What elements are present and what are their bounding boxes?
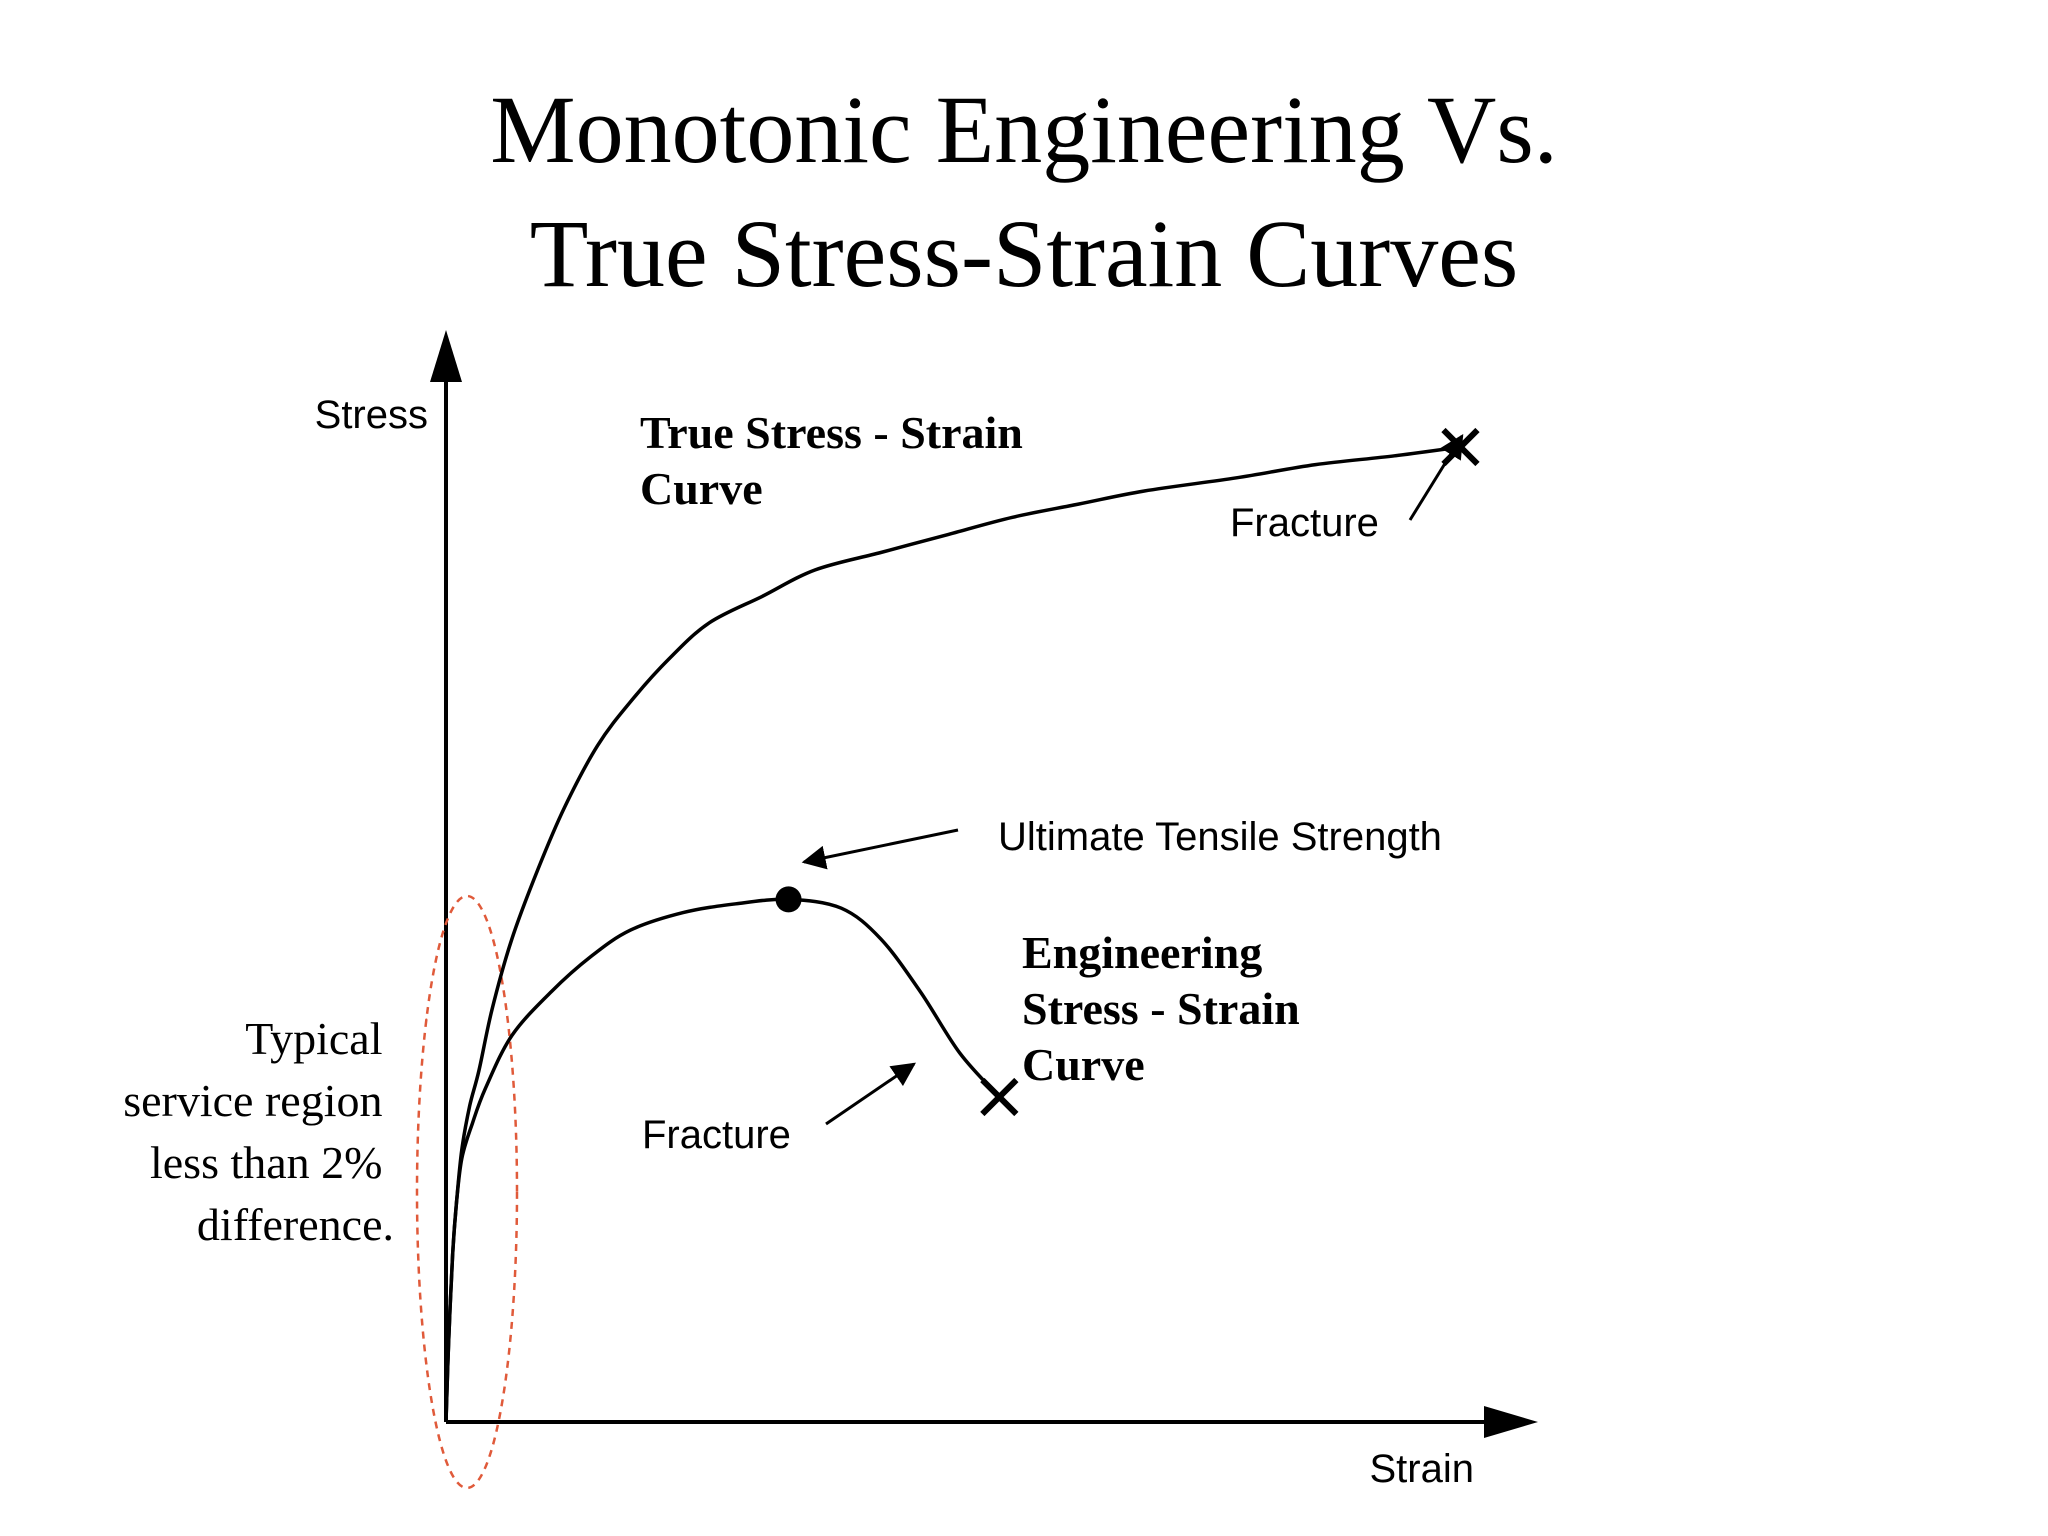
fracture-true-arrow <box>1408 433 1464 521</box>
engineering-stress-strain-line <box>444 897 1001 1423</box>
uts-arrow <box>801 828 959 870</box>
fracture-engineering-marker <box>980 1077 1019 1117</box>
fracture-true-label: Fracture <box>1230 501 1379 545</box>
uts-point <box>775 886 802 913</box>
chart-title: Monotonic Engineering Vs. True Stress-St… <box>0 68 2048 316</box>
fracture-eng-arrow <box>825 1062 916 1126</box>
service-region-ellipse <box>415 894 519 1490</box>
true-curve-label: True Stress - Strain Curve <box>640 407 1034 514</box>
fracture-eng-label: Fracture <box>642 1113 791 1157</box>
engineering-curve-label: Engineering Stress - Strain Curve <box>1022 927 1311 1090</box>
y-axis-label: Stress <box>315 393 428 437</box>
uts-label: Ultimate Tensile Strength <box>998 815 1442 859</box>
y-axis-arrowhead <box>430 330 462 382</box>
title-line-1: Monotonic Engineering Vs. <box>490 76 1558 183</box>
x-axis-label: Strain <box>1370 1447 1475 1491</box>
true-stress-strain-line <box>444 445 1461 1423</box>
title-line-2: True Stress-Strain Curves <box>529 200 1519 307</box>
service-region-label: Typical service region less than 2% diff… <box>123 1013 394 1250</box>
x-axis-arrowhead <box>1484 1406 1538 1438</box>
